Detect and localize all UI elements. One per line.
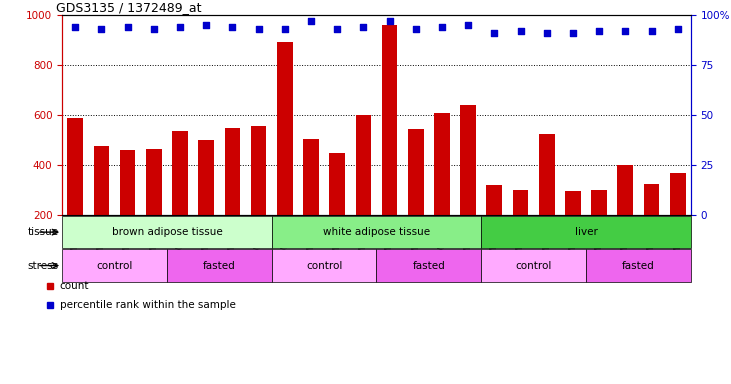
Point (645, 28, 657, 35)
Point (462, 22, 474, 28)
Bar (198, 140, 214, 215)
Bar (67, 118, 83, 215)
Point (174, 24, 186, 30)
Bar (408, 129, 423, 215)
Bar (618, 165, 633, 215)
Bar (591, 190, 607, 215)
Point (410, 26, 422, 32)
Text: fasted: fasted (203, 260, 235, 271)
Bar (382, 25, 398, 215)
Point (436, 24, 448, 30)
Point (384, 18, 395, 25)
Bar (251, 126, 266, 215)
Bar (120, 150, 135, 215)
Point (69, 24, 81, 30)
Bar (62, 216, 272, 248)
Bar (146, 149, 162, 215)
Point (305, 18, 317, 25)
Point (148, 26, 159, 32)
Point (331, 26, 343, 32)
Bar (481, 249, 586, 282)
Point (541, 30, 553, 36)
Text: fasted: fasted (622, 260, 655, 271)
Text: fasted: fasted (412, 260, 445, 271)
Point (227, 24, 238, 30)
Bar (586, 249, 691, 282)
Point (672, 26, 683, 32)
Bar (303, 139, 319, 215)
Bar (539, 134, 555, 215)
Bar (272, 249, 376, 282)
Point (122, 24, 134, 30)
Point (619, 28, 631, 35)
Bar (62, 249, 167, 282)
Text: count: count (60, 281, 89, 291)
Point (253, 26, 265, 32)
Bar (461, 105, 476, 215)
Bar (434, 113, 450, 215)
Text: control: control (306, 260, 342, 271)
Text: percentile rank within the sample: percentile rank within the sample (60, 300, 235, 311)
Bar (512, 190, 529, 215)
Text: control: control (96, 260, 133, 271)
Bar (173, 131, 188, 215)
Bar (481, 216, 691, 248)
Bar (670, 173, 686, 215)
Bar (355, 115, 371, 215)
Bar (643, 184, 659, 215)
Bar (94, 146, 110, 215)
Text: tissue: tissue (27, 227, 58, 237)
Bar (224, 128, 240, 215)
Bar (329, 153, 345, 215)
Point (567, 30, 579, 36)
Bar (277, 41, 292, 215)
Text: brown adipose tissue: brown adipose tissue (112, 227, 222, 237)
Bar (167, 249, 272, 282)
Bar (376, 249, 481, 282)
Point (594, 28, 605, 35)
Text: control: control (515, 260, 552, 271)
Point (96, 26, 107, 32)
Bar (486, 185, 502, 215)
Text: GDS3135 / 1372489_at: GDS3135 / 1372489_at (56, 1, 201, 14)
Point (488, 30, 500, 36)
Point (515, 28, 526, 35)
Text: white adipose tissue: white adipose tissue (323, 227, 430, 237)
Point (357, 24, 369, 30)
Bar (565, 191, 580, 215)
Point (279, 26, 291, 32)
Text: stress: stress (27, 260, 58, 271)
Text: liver: liver (575, 227, 597, 237)
Bar (272, 216, 481, 248)
Point (200, 22, 212, 28)
